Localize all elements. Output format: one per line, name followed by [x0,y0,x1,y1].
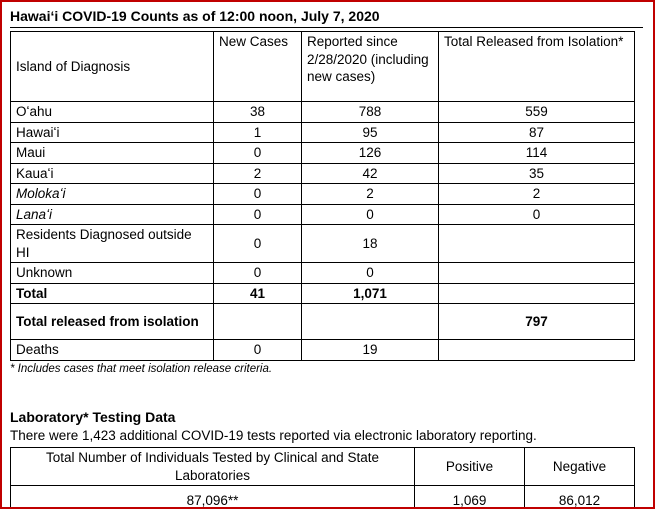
released-value: 559 [438,101,635,123]
table-row-maui: Maui 0 126 114 [10,142,635,164]
released-value: 0 [438,203,635,226]
page-title: Hawaiʻi COVID-19 Counts as of 12:00 noon… [10,8,643,28]
column-header-island: Island of Diagnosis [10,31,214,102]
reported-value: 2 [301,183,439,205]
table-row-molokai: Molokaʻi 0 2 2 [10,183,635,205]
released-value: 114 [438,142,635,164]
released-value: 35 [438,162,635,185]
new-cases-value: 0 [213,183,302,205]
table-row-deaths: Deaths 0 19 [10,339,635,362]
row-label: Maui [10,142,214,164]
row-label: Kauaʻi [10,162,214,185]
table-row-unknown: Unknown 0 0 [10,262,635,284]
column-header-total-tested: Total Number of Individuals Tested by Cl… [10,447,415,487]
table-row-oahu: Oʻahu 38 788 559 [10,101,635,123]
covid-counts-table: Island of Diagnosis New Cases Reported s… [10,31,635,362]
reported-value: 19 [301,339,439,362]
row-label: Total [10,282,214,305]
new-cases-value: 0 [213,262,302,284]
row-label: Molokaʻi [10,183,214,205]
lab-testing-table: Total Number of Individuals Tested by Cl… [10,447,635,507]
negative-value: 86,012 [524,485,635,507]
reported-value: 0 [301,203,439,226]
lab-section-heading: Laboratory* Testing Data [10,409,176,426]
row-label: Total released from isolation [10,303,214,341]
new-cases-value: 0 [213,203,302,226]
reported-value: 18 [301,224,439,264]
new-cases-value: 38 [213,101,302,123]
row-label: Unknown [10,262,214,284]
header-row: Island of Diagnosis New Cases Reported s… [10,31,635,102]
lab-data-row: 87,096** 1,069 86,012 [10,485,635,507]
new-cases-value: 0 [213,142,302,164]
reported-value: 42 [301,162,439,185]
released-value: 2 [438,183,635,205]
released-value [438,262,635,284]
reported-value: 788 [301,101,439,123]
column-header-new-cases: New Cases [213,31,302,102]
released-value: 87 [438,121,635,144]
new-cases-value: 41 [213,282,302,305]
reported-value: 0 [301,262,439,284]
released-value [438,282,635,305]
new-cases-value: 0 [213,224,302,264]
new-cases-value: 2 [213,162,302,185]
table-row-kauai: Kauaʻi 2 42 35 [10,162,635,185]
released-value [438,339,635,362]
table-row-lanai: Lanaʻi 0 0 0 [10,203,635,226]
reported-value: 126 [301,142,439,164]
column-header-positive: Positive [414,447,525,487]
new-cases-value: 0 [213,339,302,362]
column-header-released: Total Released from Isolation* [438,31,635,102]
column-header-reported: Reported since 2/28/2020 (including new … [301,31,439,102]
row-label: Deaths [10,339,214,362]
total-tested-value: 87,096** [10,485,415,507]
positive-value: 1,069 [414,485,525,507]
lab-summary-text: There were 1,423 additional COVID-19 tes… [10,428,537,444]
reported-value: 95 [301,121,439,144]
new-cases-value [213,303,302,341]
table-row-hawaii: Hawaiʻi 1 95 87 [10,121,635,144]
row-label: Oʻahu [10,101,214,123]
reported-value: 1,071 [301,282,439,305]
table-row-total: Total 41 1,071 [10,282,635,305]
table-row-residents-outside-hi: Residents Diagnosed outside HI 0 18 [10,224,635,264]
row-label: Lanaʻi [10,203,214,226]
column-header-negative: Negative [524,447,635,487]
new-cases-value: 1 [213,121,302,144]
lab-header-row: Total Number of Individuals Tested by Cl… [10,447,635,487]
released-value: 797 [438,303,635,341]
row-label: Residents Diagnosed outside HI [10,224,214,264]
table-row-total-released: Total released from isolation 797 [10,303,635,341]
isolation-footnote: * Includes cases that meet isolation rel… [10,363,273,376]
row-label: Hawaiʻi [10,121,214,144]
released-value [438,224,635,264]
reported-value [301,303,439,341]
